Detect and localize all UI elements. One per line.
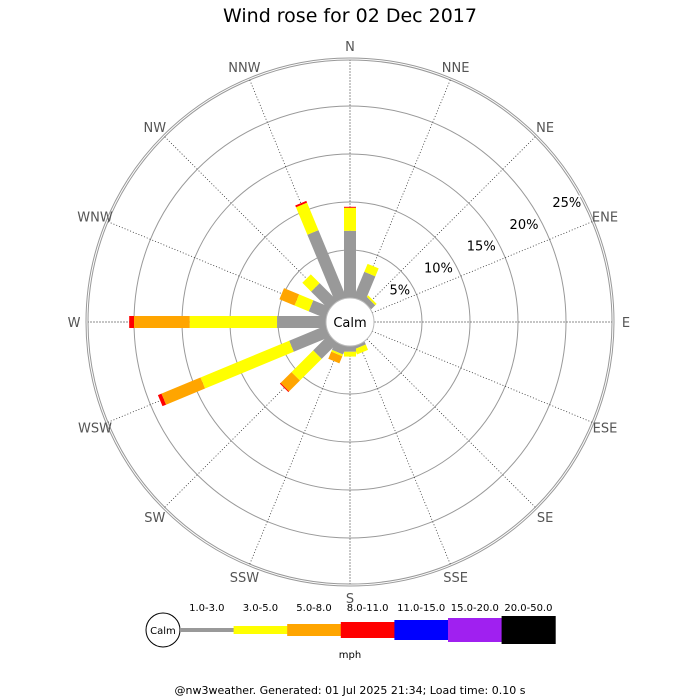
wind-bars: Calm (129, 200, 379, 407)
direction-label-s: S (346, 592, 354, 607)
bar-sw-bin-1 (313, 334, 338, 359)
direction-label-wnw: WNW (77, 210, 113, 225)
bar-wsw-bin-3 (161, 377, 206, 405)
spoke-ene (372, 221, 593, 314)
bar-w-bin-4 (129, 316, 134, 328)
legend-swatch-3 (287, 624, 342, 636)
legend-bin-label: 1.0-3.0 (189, 603, 224, 614)
direction-label-nw: NW (144, 121, 167, 136)
direction-label-ene: ENE (592, 210, 618, 225)
direction-label-se: SE (537, 511, 553, 526)
bar-n-bin-1 (344, 230, 356, 298)
calm-circle (325, 297, 375, 347)
bar-nw-bin-2 (302, 274, 320, 292)
spoke-ssw (249, 344, 342, 565)
bar-sw-bin-4 (279, 382, 290, 393)
bar-ssw-bin-3 (328, 351, 343, 364)
bar-nne-bin-2 (364, 263, 379, 277)
bar-wsw-bin-2 (200, 340, 294, 389)
axis-labels: N NNE NE ENE E ESE SE SSE S SSW SW WSW W WNW NW NNW 5% 10… (68, 40, 631, 607)
legend-bin-label: 5.0-8.0 (296, 603, 331, 614)
bar-ssw-bin-2 (331, 349, 344, 357)
bar-w-bin-3 (134, 316, 190, 328)
speed-legend: Calm 1.0-3.0 3.0-5.0 5.0-8.0 8.0-11.0 11.0-15… (145, 603, 556, 661)
spoke-ese (372, 330, 593, 423)
legend-bin-label: 3.0-5.0 (243, 603, 278, 614)
spoke-sse (358, 344, 451, 565)
spoke-ne (366, 136, 536, 306)
bar-wnw-bin-2 (294, 294, 314, 312)
bar-nne-bin-1 (353, 271, 376, 303)
bar-s-bin-1 (344, 346, 356, 352)
grid-ring-5 (85, 57, 615, 587)
legend-swatch-4 (340, 622, 395, 638)
bar-sw-bin-3 (280, 372, 300, 392)
spoke-nw (164, 136, 334, 306)
bar-nnw-bin-4 (295, 200, 308, 208)
direction-label-wsw: WSW (78, 422, 112, 437)
bar-s-bin-2 (344, 351, 356, 357)
bar-n-bin-2 (344, 207, 356, 231)
bar-wsw-bin-4 (157, 393, 167, 407)
bar-w-bin-2 (189, 316, 278, 328)
legend-swatch-5 (394, 620, 449, 640)
direction-label-w: W (68, 316, 81, 331)
bar-wsw-bin-1 (289, 325, 331, 352)
direction-label-sse: SSE (443, 571, 468, 586)
direction-label-nnw: NNW (228, 61, 260, 76)
direction-label-nne: NNE (442, 61, 470, 76)
bar-n-bin-4 (344, 206, 356, 208)
direction-label-ne: NE (536, 121, 554, 136)
legend-swatch-7 (501, 616, 556, 644)
legend-swatch-6 (448, 618, 503, 642)
direction-label-ese: ESE (593, 422, 618, 437)
ring-label: 15% (467, 240, 496, 255)
spoke-nne (358, 79, 451, 300)
calm-label: Calm (333, 316, 366, 331)
bar-nnw-bin-1 (307, 230, 347, 303)
legend-bin-label: 15.0-20.0 (451, 603, 499, 614)
direction-label-n: N (345, 40, 355, 55)
direction-label-ssw: SSW (230, 571, 260, 586)
legend-swatch-1 (180, 628, 235, 632)
bar-nw-bin-1 (311, 283, 338, 310)
ring-label: 25% (552, 196, 581, 211)
chart-title: Wind rose for 02 Dec 2017 (223, 5, 477, 27)
footer-text: @nw3weather. Generated: 01 Jul 2025 21:3… (174, 684, 526, 697)
legend-bin-label: 8.0-11.0 (347, 603, 389, 614)
bar-ne-bin-2 (366, 295, 377, 306)
legend-unit-label: mph (339, 650, 361, 661)
ring-label: 5% (390, 283, 411, 298)
bar-sw-bin-2 (291, 350, 322, 381)
bar-ne-bin-1 (362, 296, 376, 310)
legend-calm-label: Calm (150, 626, 176, 637)
bar-nnw-bin-2 (295, 202, 319, 235)
bar-sse-bin-2 (354, 344, 369, 355)
direction-label-sw: SW (144, 511, 165, 526)
bar-wnw-bin-1 (308, 300, 331, 319)
bar-w-bin-1 (277, 316, 326, 328)
legend-bin-label: 11.0-15.0 (397, 603, 445, 614)
ring-label: 20% (510, 218, 539, 233)
ring-label: 10% (424, 262, 453, 277)
direction-label-e: E (622, 316, 630, 331)
legend-swatch-2 (233, 626, 288, 634)
spoke-se (366, 338, 536, 508)
bar-sse-bin-1 (353, 341, 366, 350)
legend-bin-label: 20.0-50.0 (504, 603, 552, 614)
bar-wnw-bin-3 (279, 288, 300, 306)
